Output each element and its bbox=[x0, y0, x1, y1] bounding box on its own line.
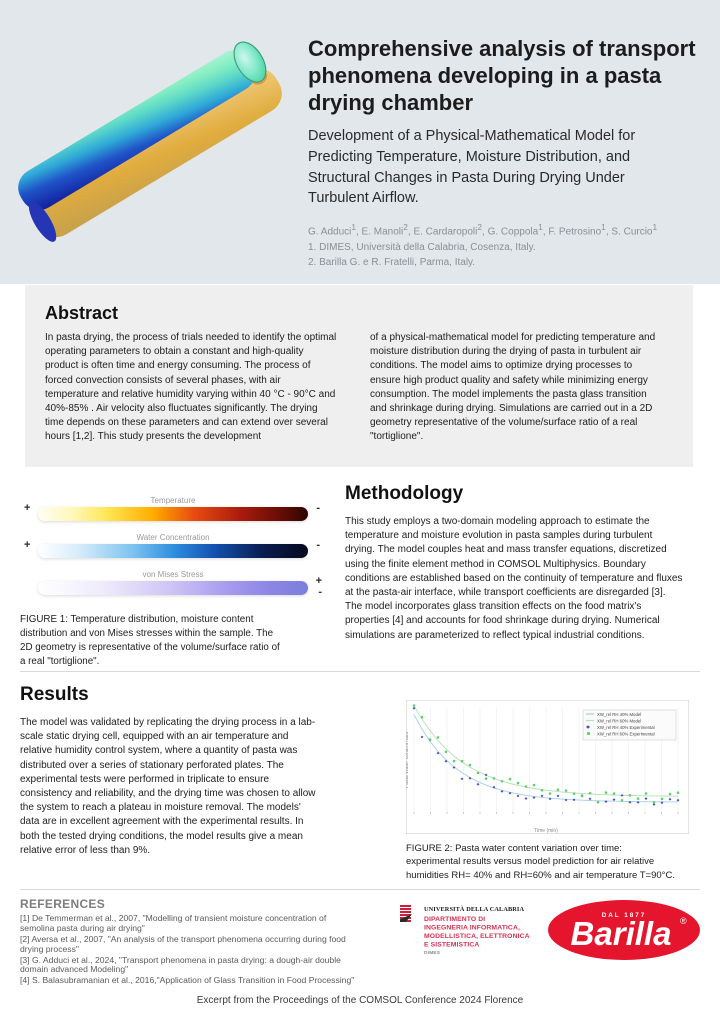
svg-text:Barilla: Barilla bbox=[571, 915, 672, 952]
svg-text:Pasta Water content ratio: Pasta Water content ratio bbox=[406, 732, 410, 788]
svg-text:®: ® bbox=[680, 916, 687, 926]
svg-text:INGEGNERIA INFORMATICA,: INGEGNERIA INFORMATICA, bbox=[424, 925, 520, 932]
svg-text:DIPARTIMENTO DI: DIPARTIMENTO DI bbox=[424, 916, 485, 923]
svg-text:DIMES: DIMES bbox=[424, 950, 441, 956]
svg-text:UNIVERSITÀ DELLA CALABRIA: UNIVERSITÀ DELLA CALABRIA bbox=[424, 905, 524, 913]
svg-text:XW_rel RH 40% Experimental: XW_rel RH 40% Experimental bbox=[597, 725, 655, 730]
svg-text:Time (min): Time (min) bbox=[534, 828, 558, 834]
svg-text:XW_rel RH 40% Model: XW_rel RH 40% Model bbox=[597, 712, 641, 717]
svg-text:XW_rel RH 60% Experimental: XW_rel RH 60% Experimental bbox=[597, 731, 655, 736]
svg-text:E SISTEMISTICA: E SISTEMISTICA bbox=[424, 942, 479, 949]
svg-text:XW_rel RH 60% Model: XW_rel RH 60% Model bbox=[597, 718, 641, 723]
svg-text:MODELLISTICA, ELETTRONICA: MODELLISTICA, ELETTRONICA bbox=[424, 933, 530, 940]
